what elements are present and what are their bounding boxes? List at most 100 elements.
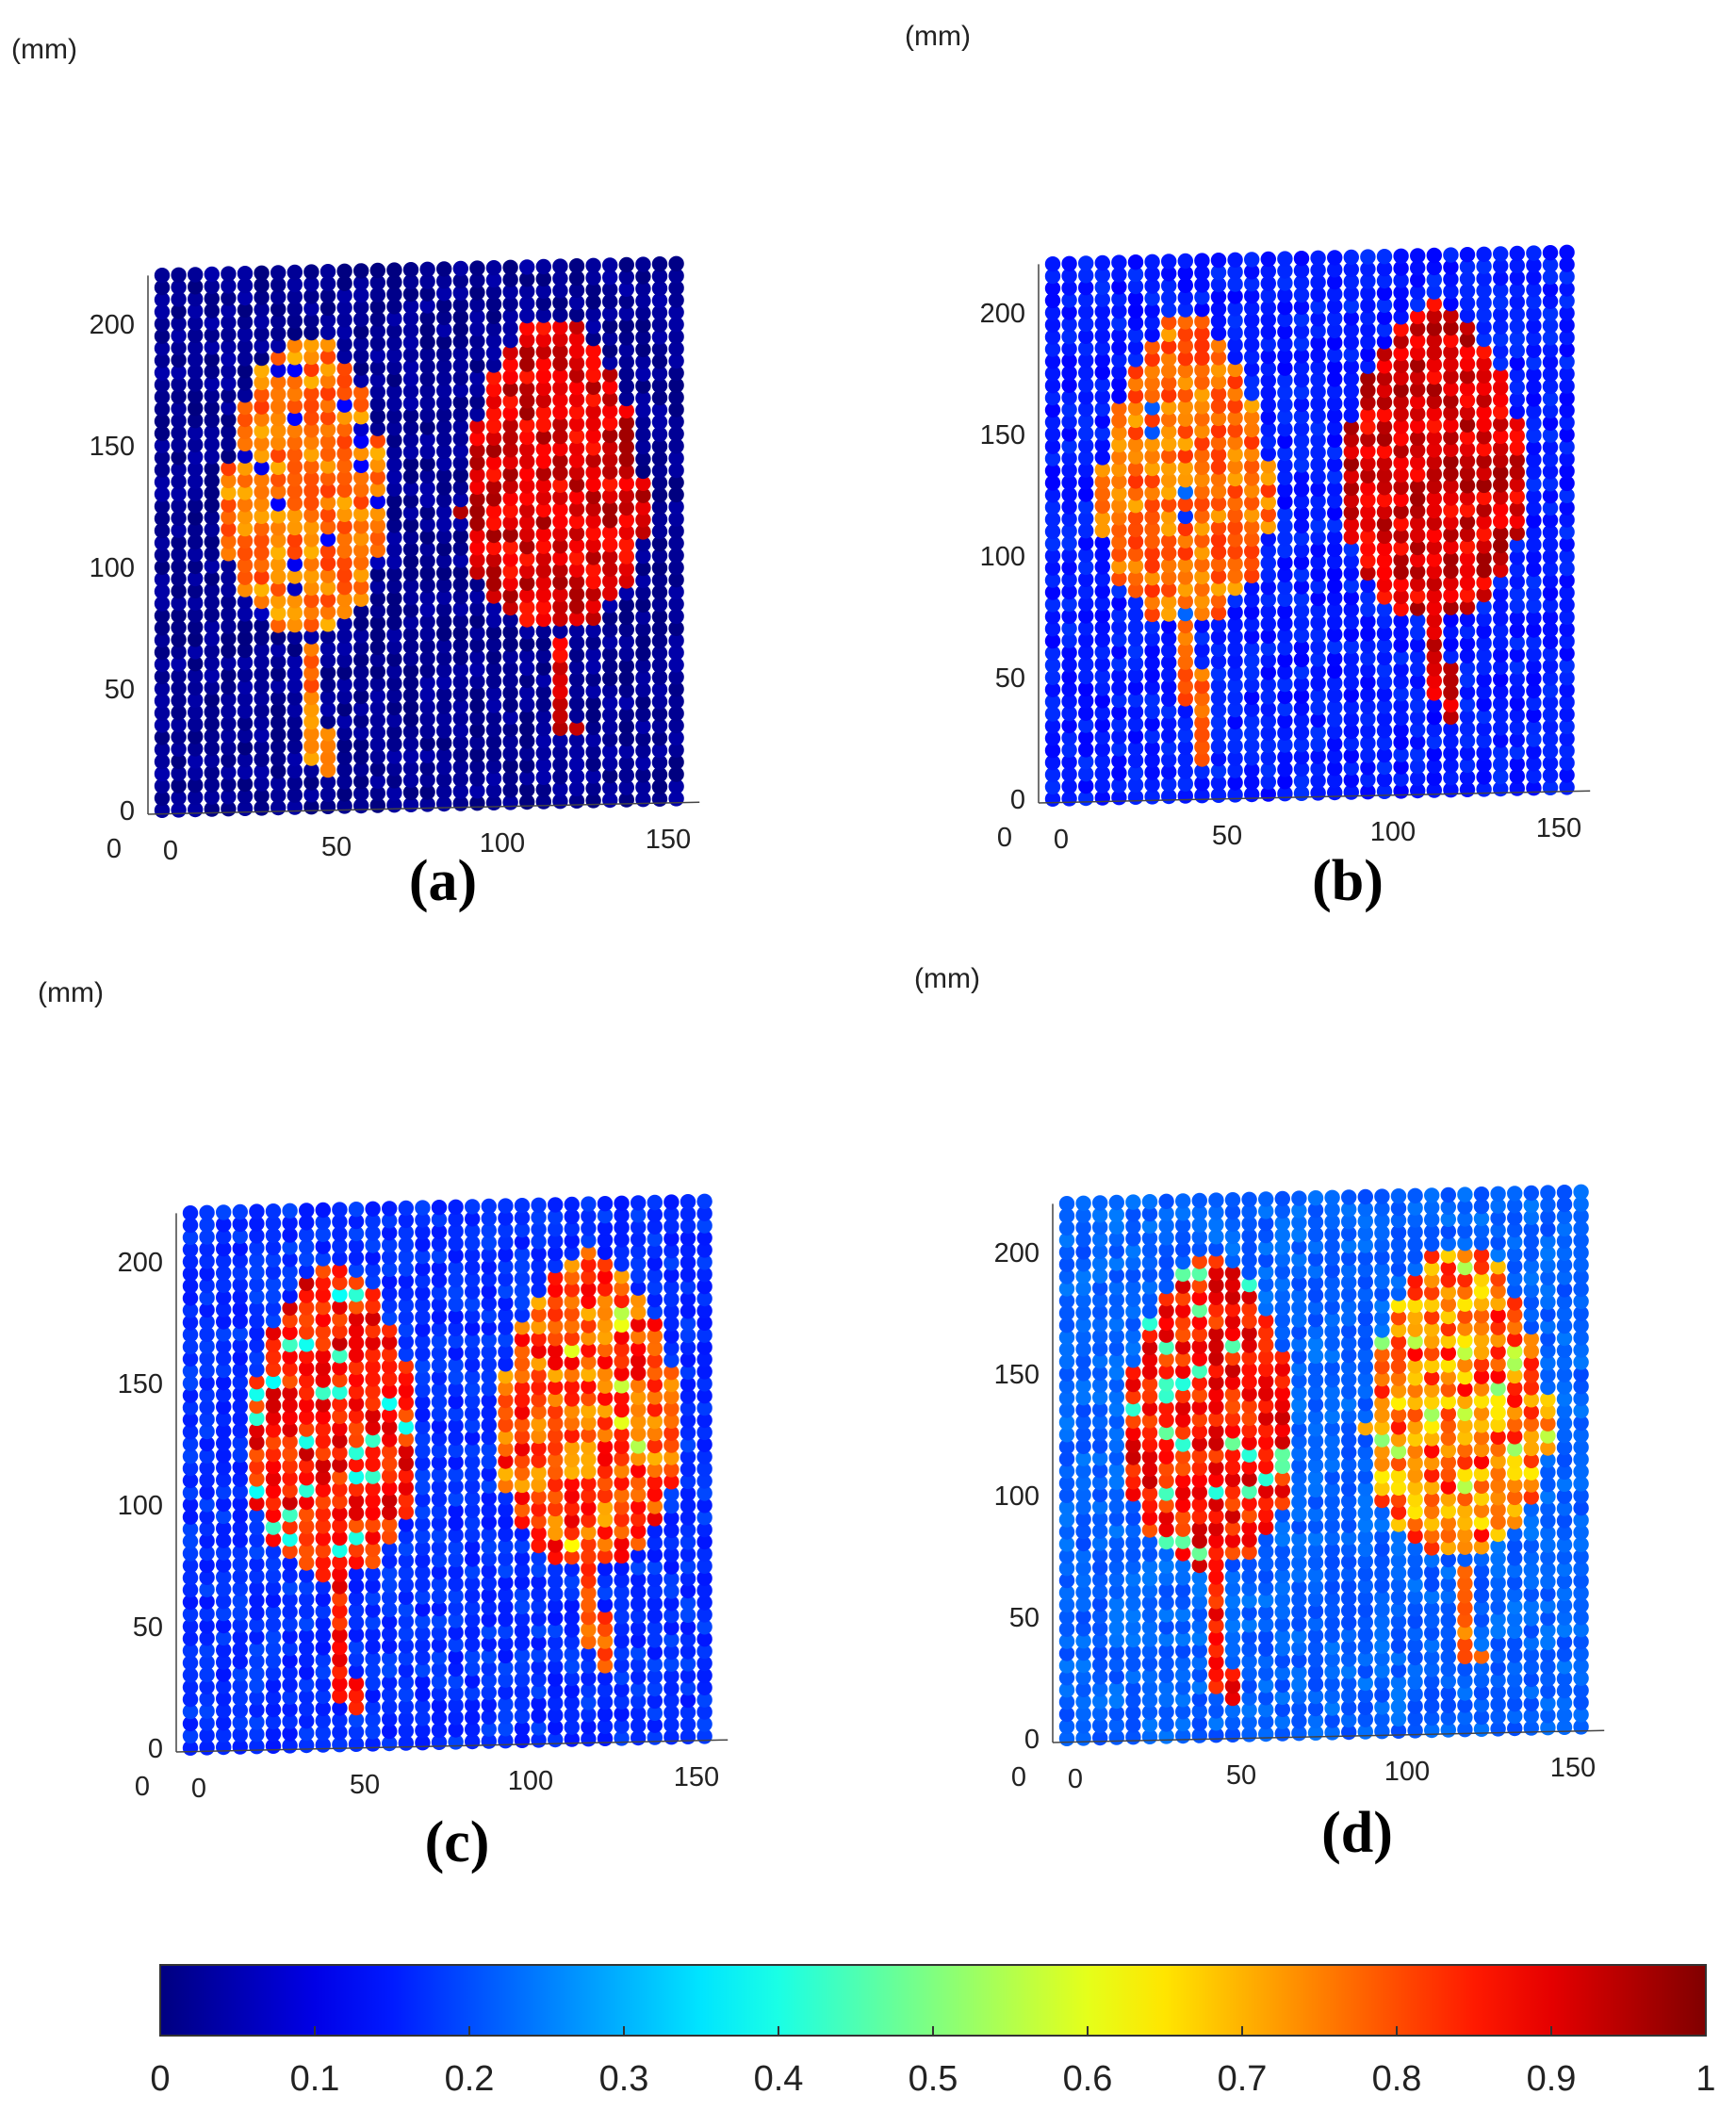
data-point — [502, 368, 518, 385]
data-point — [419, 298, 435, 314]
data-point — [171, 316, 187, 332]
data-point — [436, 443, 452, 460]
data-point — [1044, 609, 1061, 625]
data-point — [1127, 607, 1144, 623]
data-point — [369, 748, 385, 765]
data-point — [171, 291, 187, 307]
data-point — [287, 605, 303, 621]
data-point — [635, 633, 651, 649]
data-point — [204, 497, 220, 514]
data-point — [452, 649, 468, 665]
data-point — [618, 451, 634, 467]
data-point — [319, 507, 336, 523]
data-point — [469, 345, 485, 362]
data-point — [254, 460, 270, 476]
data-point — [369, 725, 385, 741]
data-point — [1144, 752, 1160, 768]
data-point — [386, 505, 402, 521]
data-point — [287, 568, 303, 584]
data-point — [171, 510, 187, 526]
data-point — [436, 552, 452, 569]
data-point — [287, 544, 303, 560]
data-point — [1061, 255, 1077, 271]
data-point — [602, 658, 618, 675]
data-point — [668, 717, 684, 734]
data-point — [535, 417, 551, 433]
data-point — [353, 652, 369, 668]
data-point — [618, 743, 634, 760]
data-point — [635, 694, 651, 711]
data-point — [254, 593, 270, 610]
data-point — [221, 569, 237, 586]
data-point — [171, 741, 187, 758]
data-point — [1094, 425, 1111, 441]
data-point — [469, 564, 485, 581]
data-point — [602, 427, 618, 444]
data-point — [369, 736, 385, 753]
data-point — [353, 688, 369, 705]
data-point — [254, 471, 270, 488]
data-point — [336, 664, 352, 680]
data-point — [154, 413, 171, 430]
data-point — [1061, 511, 1077, 527]
data-point — [188, 582, 204, 598]
data-point — [188, 741, 204, 757]
data-point — [1061, 560, 1077, 576]
x-tick-label: 50 — [350, 1770, 380, 1800]
data-point — [1044, 280, 1061, 297]
data-point — [568, 440, 585, 456]
data-point — [618, 293, 634, 309]
data-point — [204, 546, 220, 562]
data-point — [535, 563, 551, 579]
data-point — [452, 334, 468, 350]
data-point — [502, 393, 518, 409]
data-point — [585, 500, 601, 516]
data-point — [1044, 730, 1061, 746]
data-point — [535, 258, 551, 275]
data-point — [519, 490, 535, 506]
data-point — [502, 271, 518, 287]
data-point — [548, 1197, 564, 1213]
data-point — [436, 698, 452, 714]
data-point — [353, 275, 369, 291]
data-point — [485, 697, 502, 713]
data-point — [1078, 425, 1094, 442]
data-point — [419, 565, 435, 581]
data-point — [270, 362, 287, 378]
data-point — [1061, 426, 1077, 442]
data-point — [270, 702, 287, 718]
data-point — [585, 464, 601, 481]
data-point — [369, 457, 385, 473]
data-point — [1094, 571, 1111, 587]
data-point — [514, 1198, 531, 1214]
data-point — [585, 476, 601, 493]
data-point — [568, 537, 585, 554]
data-point — [402, 687, 419, 703]
data-point — [535, 781, 551, 797]
data-point — [254, 520, 270, 536]
data-point — [303, 532, 319, 548]
data-point — [1144, 740, 1160, 756]
data-point — [402, 724, 419, 740]
data-point — [1144, 472, 1160, 489]
data-point — [254, 617, 270, 634]
data-point — [436, 370, 452, 386]
data-point — [485, 393, 502, 410]
data-point — [221, 363, 237, 379]
data-point — [452, 382, 468, 399]
data-point — [1094, 668, 1111, 684]
data-point — [568, 319, 585, 335]
data-point — [1078, 547, 1094, 564]
data-point — [270, 483, 287, 499]
data-point — [171, 607, 187, 624]
data-point — [1144, 679, 1160, 695]
data-point — [419, 504, 435, 520]
data-point — [1158, 1193, 1174, 1210]
data-point — [485, 417, 502, 434]
data-point — [419, 638, 435, 654]
data-point — [221, 509, 237, 525]
data-point — [469, 746, 485, 762]
data-point — [369, 433, 385, 449]
data-point — [485, 466, 502, 483]
